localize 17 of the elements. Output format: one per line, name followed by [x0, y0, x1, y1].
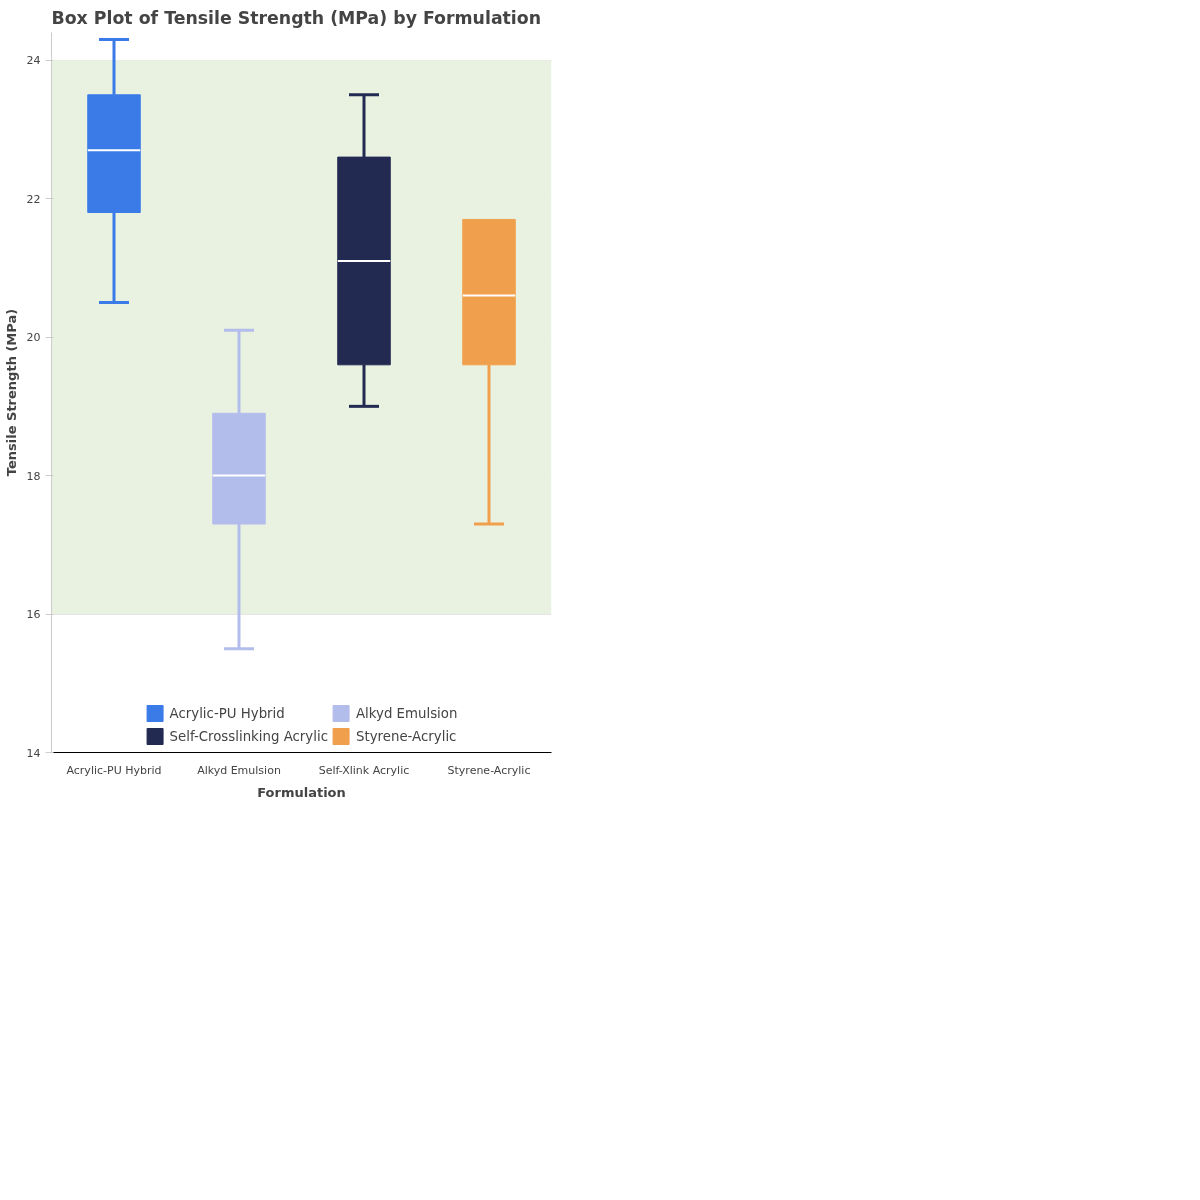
- y-tick-label: 24: [26, 54, 41, 68]
- y-axis-title: Tensile Strength (MPa): [3, 308, 19, 477]
- x-axis-title: Formulation: [257, 784, 346, 800]
- x-tick-label: Self-Xlink Acrylic: [318, 763, 410, 777]
- x-tick-label: Alkyd Emulsion: [197, 763, 281, 777]
- chart-title: Box Plot of Tensile Strength (MPa) by Formulation: [51, 7, 542, 28]
- legend-label: Self-Crosslinking Acrylic: [169, 728, 328, 744]
- legend-label: Acrylic-PU Hybrid: [169, 705, 285, 721]
- y-tick-label: 22: [26, 192, 41, 206]
- x-tick-label: Styrene-Acrylic: [447, 763, 531, 777]
- y-tick-label: 14: [26, 746, 41, 760]
- legend-label: Alkyd Emulsion: [355, 705, 458, 721]
- y-tick-label: 16: [26, 608, 41, 622]
- x-tick-label: Acrylic-PU Hybrid: [66, 763, 162, 777]
- y-tick-label: 20: [26, 331, 41, 345]
- legend-label: Styrene-Acrylic: [355, 728, 457, 744]
- y-tick-label: 18: [26, 469, 41, 483]
